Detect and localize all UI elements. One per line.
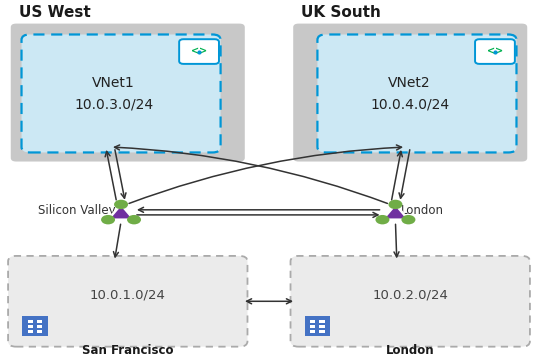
Text: US West: US West — [19, 5, 90, 20]
FancyBboxPatch shape — [291, 256, 530, 347]
Polygon shape — [28, 330, 33, 333]
Circle shape — [388, 200, 402, 209]
Polygon shape — [320, 325, 324, 328]
FancyBboxPatch shape — [179, 39, 219, 64]
Text: VNet1
10.0.3.0/24: VNet1 10.0.3.0/24 — [74, 76, 153, 111]
Polygon shape — [37, 330, 42, 333]
Text: >: > — [495, 46, 504, 57]
Polygon shape — [310, 325, 315, 328]
Text: >: > — [199, 46, 208, 57]
FancyBboxPatch shape — [317, 34, 516, 152]
FancyBboxPatch shape — [293, 24, 527, 162]
Polygon shape — [383, 204, 408, 220]
Text: 10.0.2.0/24: 10.0.2.0/24 — [372, 288, 448, 301]
Text: London: London — [386, 344, 435, 357]
Text: <: < — [486, 46, 495, 57]
FancyBboxPatch shape — [475, 39, 515, 64]
Polygon shape — [320, 320, 324, 323]
Circle shape — [127, 215, 141, 224]
Polygon shape — [28, 320, 33, 323]
Polygon shape — [320, 330, 324, 333]
Polygon shape — [37, 325, 42, 328]
Polygon shape — [22, 316, 48, 336]
Circle shape — [376, 215, 390, 224]
Text: London: London — [401, 204, 444, 217]
Circle shape — [114, 200, 128, 209]
Polygon shape — [28, 325, 33, 328]
Text: 10.0.1.0/24: 10.0.1.0/24 — [90, 288, 166, 301]
Circle shape — [401, 215, 415, 224]
Text: Silicon Valley: Silicon Valley — [38, 204, 116, 217]
Polygon shape — [305, 316, 330, 336]
Polygon shape — [310, 320, 315, 323]
Circle shape — [101, 215, 115, 224]
Text: UK South: UK South — [301, 5, 381, 20]
FancyBboxPatch shape — [22, 34, 221, 152]
Text: VNet2
10.0.4.0/24: VNet2 10.0.4.0/24 — [370, 76, 449, 111]
Text: San Francisco: San Francisco — [82, 344, 174, 357]
Polygon shape — [108, 204, 134, 220]
Polygon shape — [37, 320, 42, 323]
FancyBboxPatch shape — [11, 24, 245, 162]
FancyBboxPatch shape — [8, 256, 247, 347]
Polygon shape — [310, 330, 315, 333]
Text: <: < — [190, 46, 199, 57]
